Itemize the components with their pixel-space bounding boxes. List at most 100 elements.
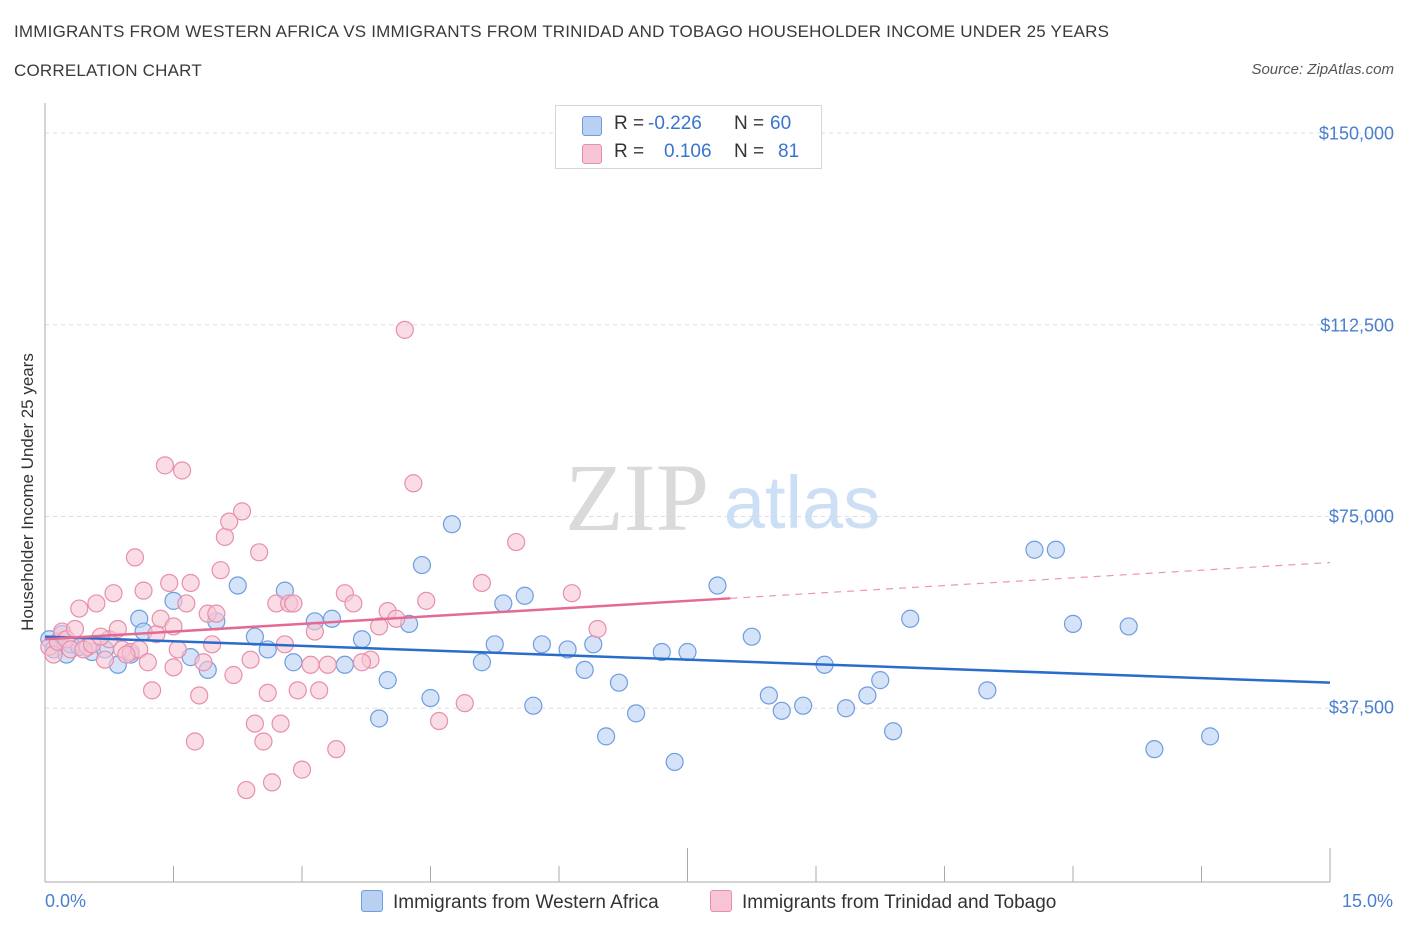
chart-title: IMMIGRANTS FROM WESTERN AFRICA VS IMMIGR… <box>14 22 1110 41</box>
data-point-trinidad <box>292 760 312 779</box>
data-point-western-africa <box>575 660 594 680</box>
data-point-trinidad <box>142 681 162 700</box>
data-point-trinidad <box>220 512 239 531</box>
data-point-trinidad <box>245 714 264 733</box>
data-point-trinidad <box>207 604 226 623</box>
data-point-trinidad <box>237 780 256 800</box>
data-point-trinidad <box>190 686 209 705</box>
data-point-trinidad <box>250 543 269 562</box>
trend-layer <box>44 561 1331 684</box>
legend-swatch-blue <box>582 116 602 136</box>
data-point-trinidad <box>172 461 192 480</box>
data-point-trinidad <box>125 548 145 567</box>
data-point-trinidad <box>301 655 320 674</box>
data-point-trinidad <box>254 732 273 751</box>
data-point-western-africa <box>485 635 504 654</box>
data-point-western-africa <box>1025 540 1044 559</box>
legend-r-label: R = <box>614 113 645 134</box>
data-point-western-africa <box>794 696 813 715</box>
data-point-western-africa <box>978 681 997 700</box>
data-point-trinidad <box>404 474 423 493</box>
data-point-western-africa <box>1046 540 1065 559</box>
data-point-trinidad <box>215 527 234 547</box>
legend-box: R = -0.226 N = 60 R = 0.106 N = 81 <box>555 105 822 169</box>
data-point-trinidad <box>352 653 372 672</box>
watermark-zip: ZIP <box>565 444 709 551</box>
data-point-trinidad <box>168 640 187 659</box>
bottom-legend-swatch-pink <box>710 890 732 912</box>
legend-r-value: -0.226 <box>648 113 702 134</box>
x-tick-label-min: 0.0% <box>45 891 87 911</box>
data-point-trinidad <box>87 594 106 613</box>
trend-line-trinidad <box>44 597 731 641</box>
data-point-western-africa <box>836 699 856 718</box>
data-point-western-africa <box>597 727 616 746</box>
data-point-western-africa <box>558 640 577 659</box>
watermark-atlas: atlas <box>724 461 880 544</box>
data-point-western-africa <box>421 688 440 708</box>
legend-n-value: 60 <box>770 113 792 134</box>
data-point-trinidad <box>472 573 491 593</box>
data-point-trinidad <box>262 773 282 792</box>
data-point-western-africa <box>609 673 629 692</box>
data-point-trinidad <box>177 594 196 613</box>
data-point-western-africa <box>708 576 727 595</box>
x-tick-label-max: 15.0% <box>1341 891 1393 911</box>
legend-n-label: N = <box>734 141 765 162</box>
legend-n-label: N = <box>734 113 765 134</box>
data-point-western-africa <box>245 627 264 646</box>
data-point-western-africa <box>284 653 303 672</box>
data-point-trinidad <box>455 694 474 713</box>
data-point-trinidad <box>232 502 252 521</box>
data-point-trinidad <box>284 594 303 613</box>
data-point-trinidad <box>181 573 200 593</box>
data-point-trinidad <box>562 584 581 603</box>
bottom-legend-label: Immigrants from Trinidad and Tobago <box>742 892 1057 913</box>
data-point-trinidad <box>224 665 243 685</box>
y-tick-label: $150,000 <box>1318 123 1394 144</box>
legend-swatch-pink <box>582 144 602 164</box>
y-tick-label: $112,500 <box>1320 315 1394 336</box>
data-point-western-africa <box>228 576 247 595</box>
data-point-western-africa <box>759 686 778 705</box>
data-point-western-africa <box>1119 617 1138 636</box>
data-point-trinidad <box>395 320 414 339</box>
y-axis-label: Householder Income Under 25 years <box>18 353 37 631</box>
chart-subtitle: CORRELATION CHART <box>14 61 202 80</box>
data-point-trinidad <box>185 732 205 751</box>
data-point-western-africa <box>322 609 342 628</box>
data-point-western-africa <box>772 701 791 720</box>
data-point-trinidad <box>588 619 607 639</box>
trend-line-western-africa <box>44 635 1331 684</box>
data-point-western-africa <box>1200 727 1220 746</box>
y-tick-label: $37,500 <box>1328 697 1394 718</box>
data-point-western-africa <box>494 594 513 613</box>
data-point-western-africa <box>352 630 372 649</box>
data-point-trinidad <box>271 714 290 733</box>
data-point-trinidad <box>117 645 136 664</box>
data-point-trinidad <box>108 619 127 639</box>
legend-r-value: 0.106 <box>664 141 712 162</box>
data-point-trinidad <box>95 650 115 669</box>
data-point-trinidad <box>310 681 329 700</box>
data-point-western-africa <box>370 709 389 728</box>
legend-n-value: 81 <box>778 141 800 162</box>
data-point-trinidad <box>241 650 260 669</box>
data-point-trinidad <box>202 635 222 654</box>
data-point-western-africa <box>678 642 697 662</box>
data-point-trinidad <box>327 740 346 759</box>
data-point-trinidad <box>134 581 153 600</box>
data-point-western-africa <box>742 627 761 646</box>
data-point-trinidad <box>138 653 157 672</box>
data-point-western-africa <box>524 696 543 715</box>
data-point-western-africa <box>652 642 671 662</box>
bottom-legend-swatch-blue <box>361 890 383 912</box>
data-point-trinidad <box>194 653 213 672</box>
y-tick-label: $75,000 <box>1328 506 1394 527</box>
data-point-trinidad <box>211 561 230 580</box>
data-point-western-africa <box>378 671 397 690</box>
data-point-western-africa <box>335 655 354 674</box>
data-point-trinidad <box>258 683 277 703</box>
legend-r-label: R = <box>614 141 645 162</box>
